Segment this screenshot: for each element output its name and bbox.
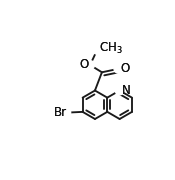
- Circle shape: [115, 86, 124, 95]
- Circle shape: [114, 64, 123, 73]
- Text: N: N: [122, 84, 130, 97]
- Circle shape: [60, 107, 71, 118]
- Text: Br: Br: [54, 106, 67, 119]
- Text: O: O: [120, 62, 130, 75]
- Text: CH$_3$: CH$_3$: [99, 41, 123, 56]
- Text: O: O: [79, 58, 88, 71]
- Text: N: N: [122, 84, 130, 97]
- Text: O: O: [79, 58, 88, 71]
- Circle shape: [93, 44, 102, 54]
- Text: Br: Br: [54, 106, 67, 119]
- Text: CH$_3$: CH$_3$: [99, 41, 123, 56]
- Text: O: O: [120, 62, 130, 75]
- Circle shape: [86, 61, 94, 69]
